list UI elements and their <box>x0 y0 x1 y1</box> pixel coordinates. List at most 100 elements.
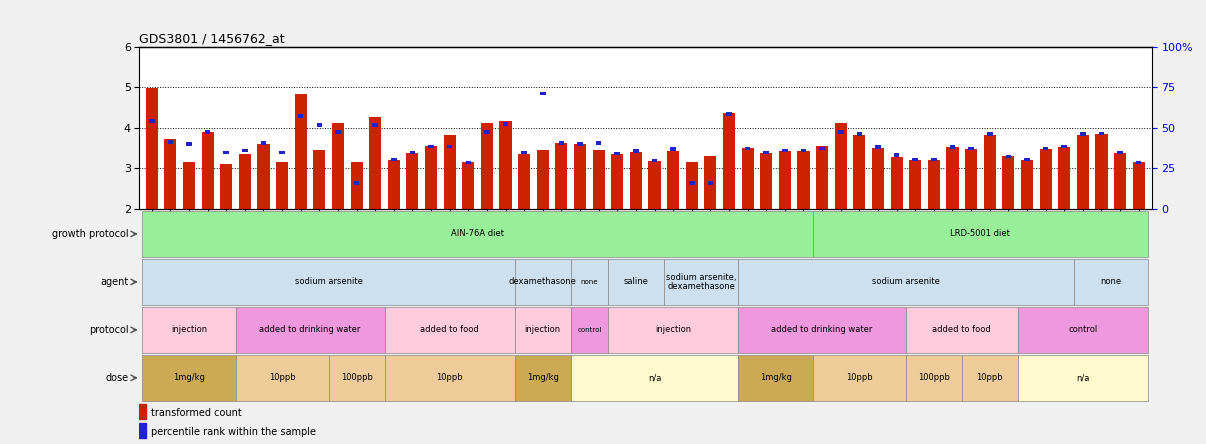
Text: growth protocol: growth protocol <box>52 229 129 239</box>
Text: dexamethasone: dexamethasone <box>509 278 576 286</box>
Bar <box>909 159 921 209</box>
Bar <box>596 141 602 145</box>
Bar <box>201 132 213 209</box>
Bar <box>221 164 233 209</box>
Bar <box>466 161 472 164</box>
Text: injection: injection <box>525 325 561 334</box>
Text: added to drinking water: added to drinking water <box>772 325 873 334</box>
Text: 10ppb: 10ppb <box>269 373 295 382</box>
Text: added to food: added to food <box>421 325 479 334</box>
Bar <box>280 151 285 154</box>
Bar <box>425 146 437 209</box>
Bar <box>223 151 229 154</box>
Bar <box>1061 145 1067 148</box>
Bar <box>819 147 825 150</box>
Bar <box>816 146 829 209</box>
Bar <box>738 307 906 353</box>
Bar <box>428 145 434 148</box>
Bar <box>738 355 813 401</box>
Bar <box>649 161 661 209</box>
Bar <box>558 141 564 145</box>
Text: AIN-76A diet: AIN-76A diet <box>451 230 504 238</box>
Bar <box>1040 149 1052 209</box>
Bar <box>876 145 880 149</box>
Text: none: none <box>1100 278 1122 286</box>
Bar <box>515 355 570 401</box>
Bar <box>351 163 363 209</box>
Bar <box>142 307 235 353</box>
Bar <box>462 163 474 209</box>
Bar <box>555 143 568 209</box>
Bar <box>369 117 381 209</box>
Bar <box>913 158 918 161</box>
Bar <box>779 151 791 209</box>
Bar <box>164 139 176 209</box>
Text: 100ppb: 100ppb <box>340 373 373 382</box>
Bar <box>406 153 418 209</box>
Bar <box>947 147 959 209</box>
Text: GDS3801 / 1456762_at: GDS3801 / 1456762_at <box>139 32 285 45</box>
Bar <box>332 123 344 209</box>
Bar <box>235 307 385 353</box>
Bar <box>391 158 397 161</box>
Bar <box>931 158 937 161</box>
Bar <box>1114 153 1126 209</box>
Bar <box>611 154 624 209</box>
Bar <box>633 149 639 153</box>
Bar <box>630 152 642 209</box>
Bar <box>1132 163 1144 209</box>
Bar <box>481 123 493 209</box>
Bar <box>353 181 359 185</box>
Bar <box>890 157 902 209</box>
Bar <box>447 145 452 148</box>
Text: 10ppb: 10ppb <box>847 373 873 382</box>
Bar <box>667 151 679 209</box>
Bar <box>856 132 862 136</box>
Bar <box>499 121 511 209</box>
Text: 10ppb: 10ppb <box>437 373 463 382</box>
Text: transformed count: transformed count <box>151 408 241 418</box>
Bar <box>316 123 322 127</box>
Bar <box>1021 160 1034 209</box>
Bar <box>949 145 955 149</box>
Bar <box>521 151 527 154</box>
Bar <box>519 154 531 209</box>
Bar <box>906 307 1018 353</box>
Bar <box>276 163 288 209</box>
Bar <box>148 119 154 123</box>
Text: added to drinking water: added to drinking water <box>259 325 361 334</box>
Text: injection: injection <box>171 325 207 334</box>
Bar <box>738 259 1073 305</box>
Bar <box>689 181 695 185</box>
Bar <box>570 355 738 401</box>
Bar <box>1018 307 1148 353</box>
Bar <box>742 148 754 209</box>
Text: sodium arsenite: sodium arsenite <box>294 278 363 286</box>
Bar <box>781 149 788 152</box>
Text: saline: saline <box>624 278 649 286</box>
Bar <box>592 150 604 209</box>
Bar <box>410 151 415 154</box>
Bar <box>298 114 304 118</box>
Bar <box>570 307 608 353</box>
Bar <box>708 181 713 185</box>
Bar <box>835 123 847 209</box>
Bar <box>335 130 341 134</box>
Bar <box>294 94 306 209</box>
Bar <box>239 154 251 209</box>
Bar <box>763 151 769 154</box>
Bar <box>183 163 195 209</box>
Bar <box>1099 131 1105 135</box>
Bar <box>503 122 509 126</box>
Text: n/a: n/a <box>1076 373 1089 382</box>
Bar <box>142 211 813 257</box>
Bar <box>663 259 738 305</box>
Bar <box>146 88 158 209</box>
Bar <box>968 147 974 150</box>
Text: sodium arsenite: sodium arsenite <box>872 278 939 286</box>
Bar <box>205 130 210 134</box>
Bar <box>671 147 675 151</box>
Bar <box>484 130 490 134</box>
Bar <box>1018 355 1148 401</box>
Bar <box>537 150 549 209</box>
